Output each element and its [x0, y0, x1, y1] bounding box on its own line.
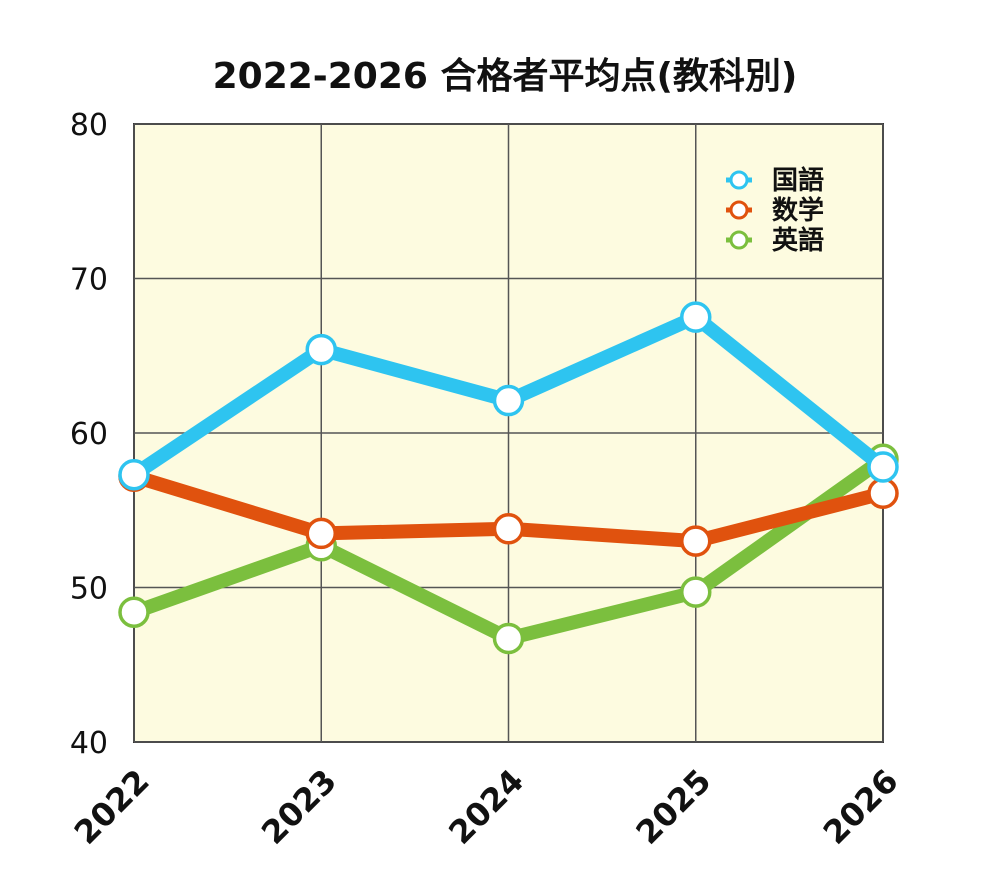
data-point: [118, 458, 150, 491]
legend-label: 国語: [772, 165, 824, 196]
x-axis-ticks: 2022 2023 2024 2025 2026: [67, 762, 906, 852]
data-point: [867, 451, 899, 483]
data-point: [305, 517, 337, 550]
legend-marker: [729, 230, 749, 250]
y-tick-label: 50: [70, 572, 108, 607]
legend-marker: [729, 170, 749, 190]
data-point: [492, 622, 525, 655]
data-point: [680, 576, 712, 608]
chart-title: 2022-2026 合格者平均点(教科別): [213, 56, 798, 97]
y-tick-label: 60: [70, 417, 108, 452]
legend-marker: [729, 200, 749, 220]
legend-label: 英語: [772, 225, 824, 256]
series-group: [118, 301, 899, 491]
y-tick-label: 70: [70, 263, 108, 298]
x-tick-label: 2024: [441, 762, 531, 852]
x-tick-label: 2025: [629, 762, 719, 852]
x-tick-label: 2026: [816, 762, 906, 852]
x-tick-label: 2023: [254, 762, 344, 852]
data-point: [680, 301, 712, 333]
legend-label: 数学: [772, 195, 824, 226]
grid-lines: [133, 123, 884, 743]
x-tick-label: 2022: [67, 762, 157, 852]
series-layer: [118, 301, 899, 655]
data-point: [305, 333, 337, 366]
data-point: [492, 513, 525, 545]
data-point: [680, 525, 712, 557]
y-axis-ticks: 40 50 60 70 80: [70, 108, 108, 761]
data-point: [492, 384, 525, 417]
data-point: [118, 596, 150, 628]
data-point: [867, 477, 899, 510]
y-tick-label: 80: [70, 108, 108, 143]
y-tick-label: 40: [70, 726, 108, 761]
